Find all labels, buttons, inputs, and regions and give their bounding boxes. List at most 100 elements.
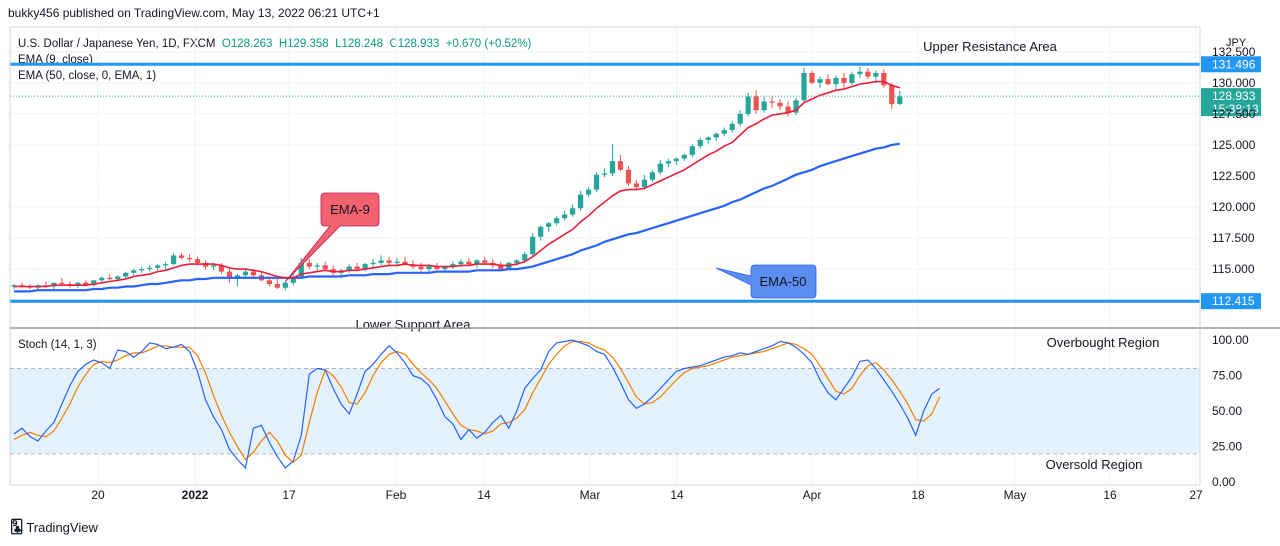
candles <box>11 66 903 291</box>
time-tick-label: 14 <box>477 488 491 502</box>
axes: 115.000 117.500 120.000 122.500 125.000 127.5… <box>9 26 1280 502</box>
candle-body <box>450 264 456 267</box>
change-value: +0.670 (+0.52%) <box>445 38 532 50</box>
candle-body <box>609 161 616 174</box>
candle-body <box>362 264 368 270</box>
candle-body <box>617 161 624 170</box>
stoch-d-line <box>13 340 941 464</box>
candle-body <box>857 71 863 75</box>
footer: 🃙 TradingView <box>10 519 98 535</box>
tradingview-logo-icon: 🃙 <box>10 519 23 534</box>
candle-body <box>194 259 201 263</box>
level-lines: 131.496 112.415 Upper Resistance Area Lower… <box>10 39 1261 332</box>
candle-body <box>801 72 807 101</box>
time-tick-label: 27 <box>1189 488 1203 502</box>
level-tag-label: 131.496 <box>1212 57 1256 71</box>
candle-body <box>155 265 161 268</box>
symbol-label[interactable]: U.S. Dollar / Japanese Yen, 1D, FXCM <box>18 38 216 50</box>
candle-body <box>689 146 695 155</box>
candle-body <box>186 257 193 260</box>
candle-body <box>314 265 320 267</box>
candle-body <box>809 72 815 83</box>
candle-body <box>322 265 328 270</box>
brand-label: TradingView <box>26 519 98 535</box>
candle-body <box>753 96 759 111</box>
candle-body <box>290 276 296 283</box>
candle-body <box>474 260 480 265</box>
candle-body <box>147 267 153 270</box>
candle-body <box>418 266 424 270</box>
candle-body <box>825 79 831 85</box>
time-tick-label: Feb <box>386 488 407 502</box>
candle-body <box>498 265 504 270</box>
candle-body <box>83 282 89 286</box>
candle-body <box>402 261 408 265</box>
candle-body <box>123 272 129 277</box>
stoch-lines: Overbought Region Oversold Region <box>13 335 1159 472</box>
candle-body <box>178 255 185 258</box>
candle-body <box>115 276 121 280</box>
candle-body <box>601 173 608 175</box>
time-tick-label: May <box>1004 488 1027 502</box>
publisher-line: bukky456 published on TradingView.com, M… <box>8 6 380 20</box>
candle-body <box>11 285 17 287</box>
price-tick-label: 120.000 <box>1212 200 1256 214</box>
candle-body <box>538 226 544 237</box>
candle-body <box>577 194 584 209</box>
last-price-label: 128.933 <box>1212 89 1256 103</box>
time-tick-label: Mar <box>580 488 601 502</box>
candle-body <box>881 72 887 86</box>
candle-body <box>274 283 280 288</box>
candle-body <box>721 130 727 134</box>
candle-body <box>298 262 304 277</box>
candle-body <box>833 77 839 85</box>
price-tick-label: 117.500 <box>1212 231 1255 245</box>
candle-body <box>865 71 871 77</box>
last-price-tag <box>1201 88 1261 117</box>
candle-body <box>673 158 679 162</box>
stoch-tick-label: 0.00 <box>1212 475 1236 489</box>
lower-support-label: Lower Support Area <box>356 317 472 332</box>
callouts: EMA-9 EMA-50 <box>284 192 817 299</box>
candle-body <box>649 172 655 180</box>
candle-body <box>210 265 217 267</box>
upper-resistance-label: Upper Resistance Area <box>923 39 1057 54</box>
time-tick-label: Apr <box>803 488 822 502</box>
time-tick-label: 16 <box>1103 488 1117 502</box>
candle-body <box>761 101 767 111</box>
time-tick-label: 17 <box>282 488 296 502</box>
level-tag-label: 112.415 <box>1212 294 1255 308</box>
candle-body <box>849 74 855 83</box>
stoch-k-line <box>13 339 941 470</box>
ema50-callout-box <box>715 264 817 299</box>
candle-body <box>306 262 312 267</box>
ema9-callout-box <box>284 192 380 283</box>
low-value: L128.248 <box>335 38 384 50</box>
candle-body <box>242 271 249 276</box>
candle-body <box>841 77 847 83</box>
oversold-label: Oversold Region <box>1046 457 1143 472</box>
candle-body <box>442 266 448 270</box>
candle-body <box>522 254 528 261</box>
stoch-legend[interactable]: Stoch (14, 1, 3) <box>18 339 97 351</box>
candle-body <box>458 261 464 265</box>
stoch-tick-label: 50.00 <box>1212 404 1242 418</box>
candle-body <box>593 174 600 190</box>
candle-body <box>346 266 352 271</box>
countdown-label: 15:38:13 <box>1212 102 1259 116</box>
ema50-legend[interactable]: EMA (50, close, 0, EMA, 1) <box>18 70 157 82</box>
candle-body <box>729 123 735 131</box>
candle-body <box>514 260 520 263</box>
candle-body <box>681 154 687 159</box>
candle-body <box>131 270 137 273</box>
price-tick-label: 130.000 <box>1212 76 1256 90</box>
candle-body <box>657 163 663 173</box>
candle-body <box>889 85 895 104</box>
high-value: H129.358 <box>278 38 329 50</box>
time-tick-label: 20 <box>91 488 105 502</box>
ohlc-legend-row: U.S. Dollar / Japanese Yen, 1D, FXCM O12… <box>18 36 531 52</box>
price-tick-label: 132.500 <box>1212 45 1256 59</box>
candle-body <box>99 277 105 281</box>
candle-body <box>546 223 552 227</box>
